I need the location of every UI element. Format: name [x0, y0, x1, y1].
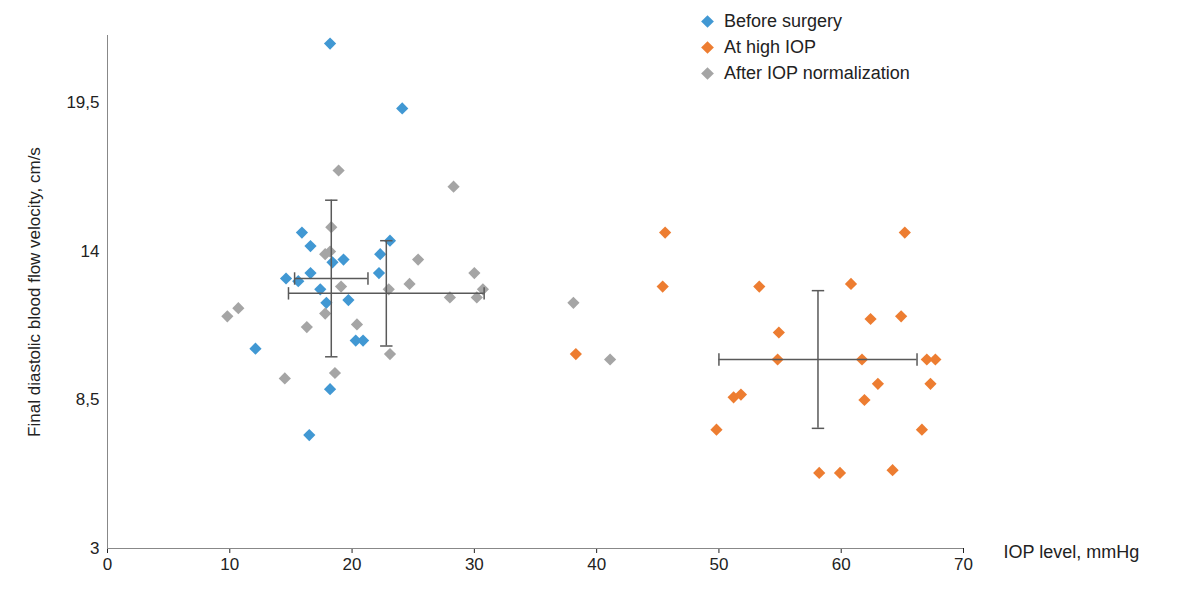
svg-text:0: 0: [103, 555, 112, 574]
svg-text:10: 10: [220, 555, 239, 574]
svg-text:50: 50: [709, 555, 728, 574]
svg-text:20: 20: [343, 555, 362, 574]
svg-text:19,5: 19,5: [66, 93, 99, 112]
svg-text:14: 14: [81, 242, 100, 261]
svg-text:60: 60: [832, 555, 851, 574]
html-text:At high IOP: At high IOP: [724, 37, 817, 57]
svg-text:8,5: 8,5: [76, 390, 100, 409]
svg-text:3: 3: [90, 539, 99, 558]
svg-text:IOP level, mmHg: IOP level, mmHg: [1004, 542, 1140, 562]
html-text:After IOP normalization: After IOP normalization: [724, 63, 910, 83]
svg-text:40: 40: [587, 555, 606, 574]
svg-text:70: 70: [954, 555, 973, 574]
svg-text:Final diastolic blood flow vel: Final diastolic blood flow velocity, cm/…: [25, 147, 44, 437]
svg-text:30: 30: [465, 555, 484, 574]
html-text:Before surgery: Before surgery: [724, 11, 843, 31]
